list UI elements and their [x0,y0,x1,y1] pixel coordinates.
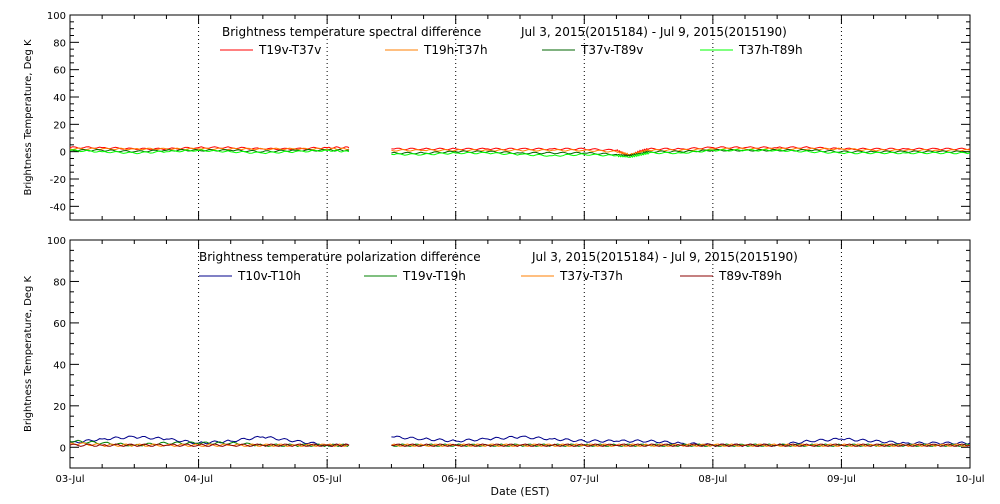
x-tick-label: 09-Jul [827,474,856,485]
x-tick-label: 04-Jul [184,474,213,485]
chart-date-range: Jul 3, 2015(2015184) - Jul 9, 2015(20151… [520,25,787,39]
y-tick-label: 80 [53,277,66,288]
series-line-t19v-t37v [69,146,971,157]
y-tick-label: 0 [60,443,66,454]
y-tick-label: 100 [47,11,66,22]
legend-label: T10v-T10h [237,269,301,283]
y-tick-label: 60 [53,319,66,330]
x-tick-label: 05-Jul [313,474,342,485]
series-line-t37h-t89h [69,148,971,158]
y-axis-label: Brightness Temperature, Deg K [23,39,34,196]
x-axis-label: Date (EST) [490,485,549,498]
x-tick-label: 10-Jul [956,474,985,485]
y-axis-label: Brightness Temperature, Deg K [23,276,34,433]
legend-label: T37v-T37h [559,269,623,283]
chart-date-range: Jul 3, 2015(2015184) - Jul 9, 2015(20151… [531,250,798,264]
panel2-plot-frame [69,239,971,469]
y-tick-label: -40 [50,202,66,213]
legend-label: T89v-T89h [718,269,782,283]
y-tick-label: -20 [50,175,66,186]
y-tick-label: 40 [53,360,66,371]
chart-title: Brightness temperature polarization diff… [199,250,481,264]
y-tick-label: 80 [53,38,66,49]
y-tick-label: 60 [53,66,66,77]
legend-label: T37h-T89h [738,43,803,57]
x-tick-label: 07-Jul [570,474,599,485]
x-tick-label: 08-Jul [698,474,727,485]
y-tick-label: 20 [53,120,66,131]
panel1-plot-frame [69,14,971,221]
legend-label: T19v-T19h [402,269,466,283]
y-tick-label: 40 [53,93,66,104]
legend-label: T19h-T37h [423,43,488,57]
y-tick-label: 100 [47,236,66,247]
series-line-t10v-t10h [69,435,971,447]
series-line-t89v-t89h [69,443,971,447]
chart-title: Brightness temperature spectral differen… [222,25,481,39]
legend-label: T37v-T89v [580,43,643,57]
legend-label: T19v-T37v [258,43,321,57]
x-tick-label: 06-Jul [441,474,470,485]
y-tick-label: 0 [60,148,66,159]
y-tick-label: 20 [53,402,66,413]
x-tick-label: 03-Jul [56,474,85,485]
